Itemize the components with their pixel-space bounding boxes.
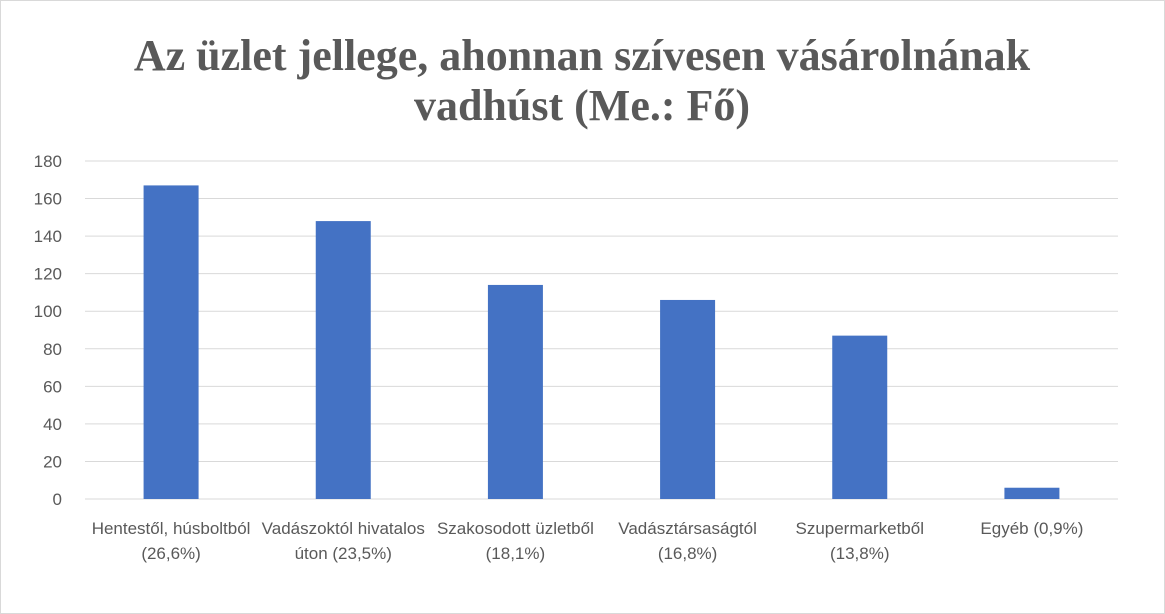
y-tick-label: 140 bbox=[34, 227, 62, 246]
y-tick-label: 80 bbox=[43, 340, 62, 359]
y-tick-label: 20 bbox=[43, 452, 62, 471]
x-tick-label: Szupermarketből (13,8%) bbox=[795, 519, 924, 563]
x-tick-label: Vadászoktól hivatalos úton (23,5%) bbox=[262, 519, 425, 563]
bar bbox=[832, 335, 888, 499]
y-tick-label: 60 bbox=[43, 377, 62, 396]
x-tick-label: Hentestől, húsboltból (26,6%) bbox=[92, 519, 251, 563]
bar bbox=[487, 284, 543, 499]
y-tick-label: 0 bbox=[53, 490, 62, 509]
y-tick-label: 180 bbox=[34, 152, 62, 171]
y-tick-label: 160 bbox=[34, 190, 62, 209]
y-tick-label: 40 bbox=[43, 415, 62, 434]
x-tick-label: Szakosodott üzletből (18,1%) bbox=[437, 519, 594, 563]
bar bbox=[143, 185, 199, 499]
x-tick-label: Egyéb (0,9%) bbox=[980, 519, 1083, 538]
bar bbox=[1004, 487, 1060, 499]
chart-title: Az üzlet jellege, ahonnan szívesen vásár… bbox=[134, 31, 1031, 130]
bar bbox=[315, 221, 371, 500]
x-tick-label: Vadásztársaságtól (16,8%) bbox=[618, 519, 757, 563]
bar bbox=[660, 299, 716, 499]
y-tick-label: 120 bbox=[34, 265, 62, 284]
y-tick-label: 100 bbox=[34, 302, 62, 321]
